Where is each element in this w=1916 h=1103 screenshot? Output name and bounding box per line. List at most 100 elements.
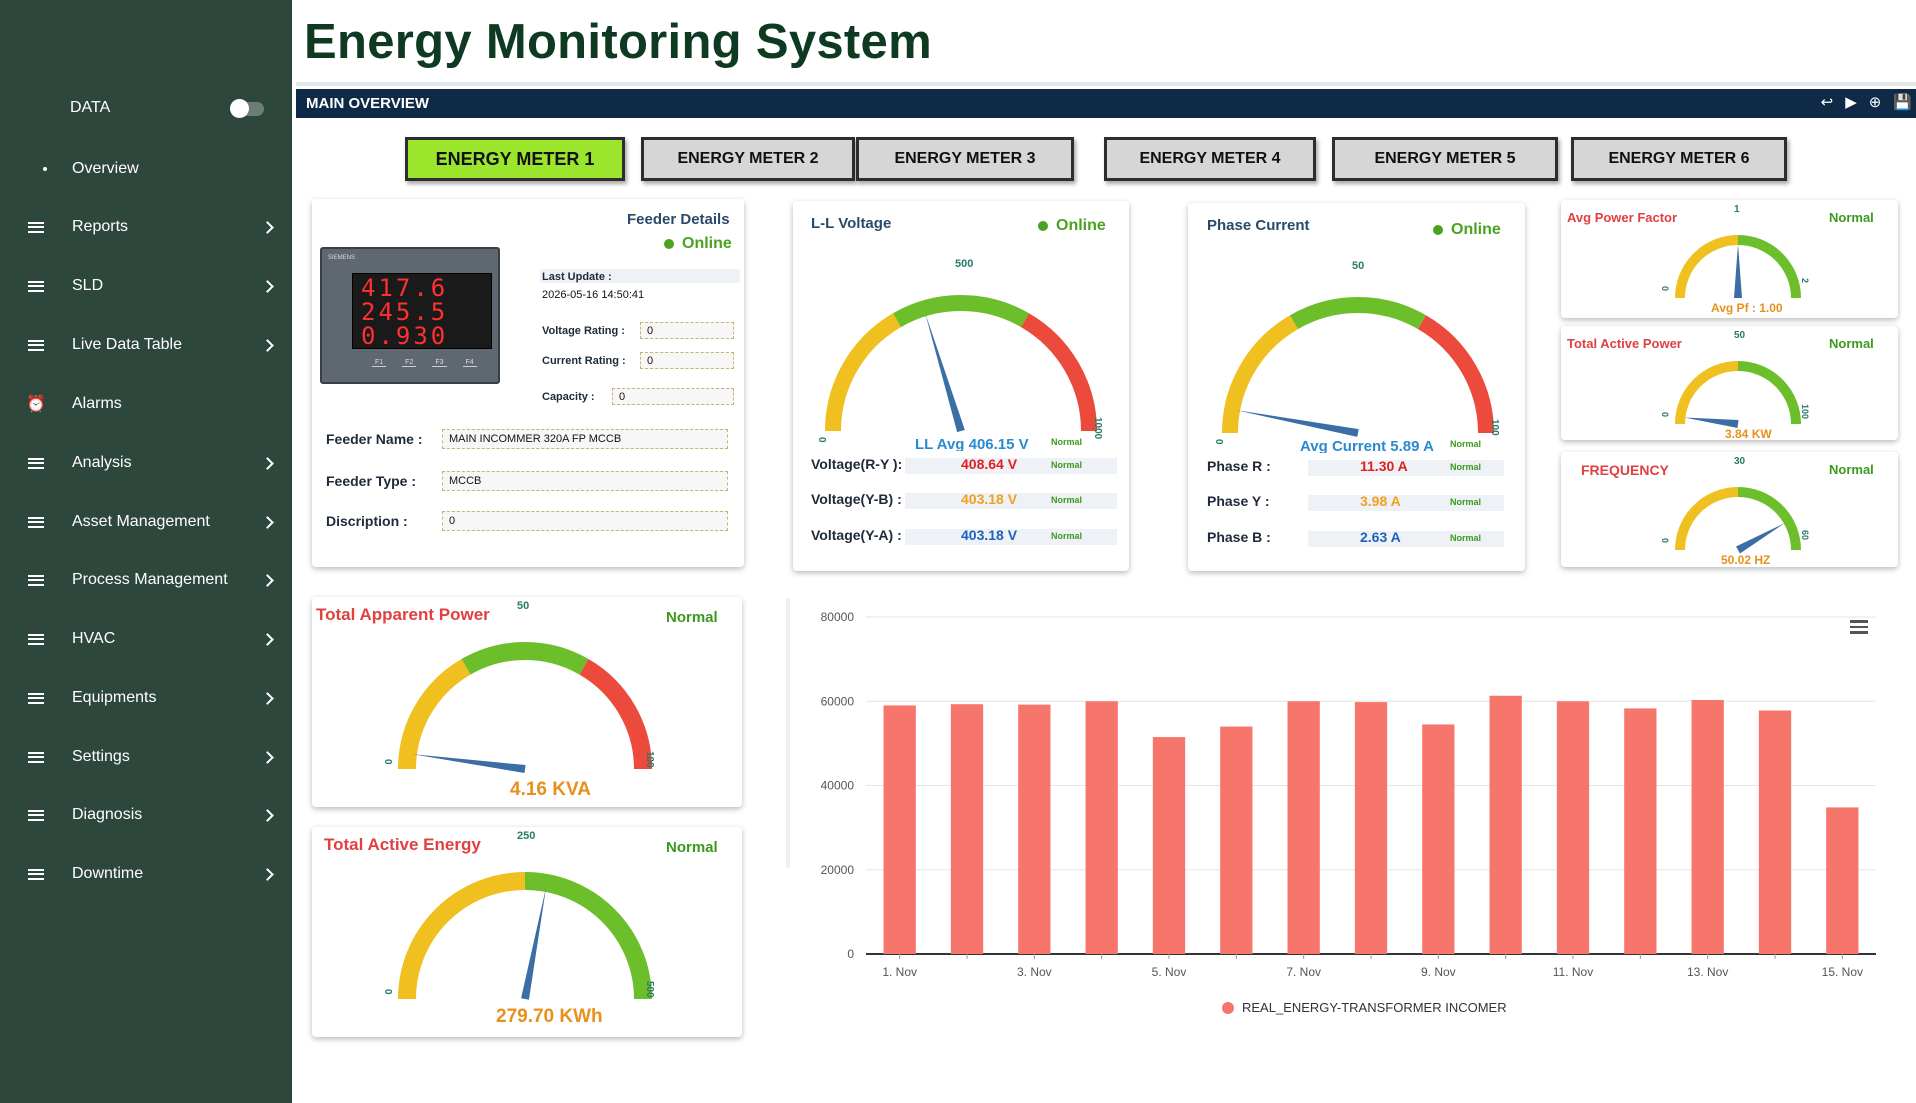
legend-marker-icon[interactable] bbox=[1222, 1002, 1234, 1014]
device-brand: SIEMENS bbox=[328, 255, 356, 261]
sidebar-item-sld[interactable]: SLD bbox=[0, 266, 292, 306]
sidebar-item-label: Reports bbox=[72, 218, 129, 235]
bar[interactable] bbox=[1085, 701, 1118, 954]
apparent-power-title: Total Apparent Power bbox=[316, 605, 490, 624]
bar[interactable] bbox=[1826, 807, 1859, 954]
x-tick-label: 1. Nov bbox=[882, 965, 917, 979]
gauge-max-label: 100 bbox=[1800, 404, 1810, 419]
bar[interactable] bbox=[1422, 724, 1455, 954]
sidebar-item-label: Overview bbox=[72, 160, 139, 177]
dot-icon bbox=[0, 167, 72, 171]
frequency-title: FREQUENCY bbox=[1581, 462, 1669, 478]
chevron-right-icon bbox=[242, 279, 292, 293]
gauge-average-status: Normal bbox=[1450, 439, 1481, 449]
play-icon[interactable]: ▶ bbox=[1845, 94, 1857, 111]
bar[interactable] bbox=[1354, 702, 1388, 954]
description-label: Discription : bbox=[326, 513, 408, 529]
reading-row-bg bbox=[905, 493, 1117, 509]
tab-energy-meter-2[interactable]: ENERGY METER 2 bbox=[641, 137, 855, 181]
feeder-name-label: Feeder Name : bbox=[326, 431, 423, 447]
chevron-right-icon bbox=[242, 691, 292, 705]
tab-energy-meter-5[interactable]: ENERGY METER 5 bbox=[1332, 137, 1558, 181]
reading-value: 11.30 A bbox=[1360, 458, 1408, 474]
ll-voltage-status-text: Online bbox=[1056, 217, 1106, 234]
bar[interactable] bbox=[950, 704, 984, 954]
gauge-band-2 bbox=[1020, 313, 1097, 432]
frequency-card: FREQUENCY Normal 30 0 60 50.02 HZ bbox=[1561, 452, 1898, 567]
capacity-label: Capacity : bbox=[542, 391, 595, 403]
bar[interactable] bbox=[1758, 710, 1792, 954]
gauge-min-label: 0 bbox=[1660, 538, 1670, 543]
bar[interactable] bbox=[1691, 699, 1724, 954]
chevron-right-icon bbox=[242, 808, 292, 822]
gauge-min-label: 0 bbox=[1213, 439, 1224, 445]
sidebar-item-downtime[interactable]: Downtime bbox=[0, 854, 292, 894]
power-factor-gauge: 1 0 2 Avg Pf : 1.00 bbox=[1660, 204, 1810, 315]
bar[interactable] bbox=[1556, 701, 1590, 954]
gauge-band-1 bbox=[893, 295, 1029, 328]
tab-energy-meter-4[interactable]: ENERGY METER 4 bbox=[1104, 137, 1316, 181]
bar[interactable] bbox=[1018, 704, 1051, 954]
sidebar-item-label: Live Data Table bbox=[72, 336, 182, 353]
bar[interactable] bbox=[1287, 701, 1320, 954]
y-tick-label: 60000 bbox=[821, 694, 855, 708]
active-energy-card: Total Active Energy Normal 250 0 500 279.70 K… bbox=[312, 827, 742, 1037]
sidebar-item-diagnosis[interactable]: Diagnosis bbox=[0, 795, 292, 835]
ll-voltage-title: L-L Voltage bbox=[811, 215, 892, 232]
gauge-reading: 3.84 KW bbox=[1725, 427, 1772, 441]
app-title: Energy Monitoring System bbox=[304, 15, 932, 69]
bar[interactable] bbox=[883, 705, 916, 954]
reading-row-bg bbox=[1308, 531, 1504, 547]
gauge-mid-label: 50 bbox=[1352, 260, 1364, 272]
gauge-min-label: 0 bbox=[382, 759, 393, 765]
menu-icon bbox=[0, 751, 72, 763]
bar[interactable] bbox=[1624, 708, 1657, 954]
save-icon[interactable]: 💾 bbox=[1893, 94, 1912, 111]
undo-icon[interactable]: ↩ bbox=[1820, 94, 1834, 111]
reading-row-bg bbox=[1308, 460, 1504, 476]
gauge-band-1 bbox=[461, 642, 589, 675]
sidebar-item-hvac[interactable]: HVAC bbox=[0, 619, 292, 659]
reading-value: 3.98 A bbox=[1360, 493, 1401, 509]
chevron-right-icon bbox=[242, 456, 292, 470]
menu-icon bbox=[0, 221, 72, 233]
add-circle-icon[interactable]: ⊕ bbox=[1868, 94, 1882, 111]
bar[interactable] bbox=[1152, 737, 1186, 954]
sidebar-item-process-management[interactable]: Process Management bbox=[0, 560, 292, 600]
sidebar-item-analysis[interactable]: Analysis bbox=[0, 443, 292, 483]
bar[interactable] bbox=[1489, 695, 1522, 954]
chart-menu-hamburger-icon[interactable] bbox=[1850, 620, 1868, 634]
device-line-3: 0.930 bbox=[361, 322, 449, 350]
y-tick-label: 80000 bbox=[821, 610, 855, 624]
data-toggle-switch[interactable] bbox=[230, 99, 264, 118]
sidebar-item-reports[interactable]: Reports bbox=[0, 207, 292, 247]
bar[interactable] bbox=[1220, 726, 1253, 954]
phase-current-status-text: Online bbox=[1451, 221, 1501, 238]
sidebar-item-alarms[interactable]: ⏰ Alarms bbox=[0, 384, 292, 424]
reading-row-bg bbox=[1308, 495, 1504, 511]
x-tick-label: 9. Nov bbox=[1421, 965, 1456, 979]
menu-icon bbox=[0, 633, 72, 645]
menu-icon bbox=[0, 339, 72, 351]
sidebar-item-asset-management[interactable]: Asset Management bbox=[0, 502, 292, 542]
reading-status: Normal bbox=[1450, 462, 1482, 472]
sidebar-item-equipments[interactable]: Equipments bbox=[0, 678, 292, 718]
gauge-band-2 bbox=[1417, 315, 1494, 434]
apparent-power-gauge: 50 0 100 4.16 KVA bbox=[382, 600, 655, 800]
x-tick-label: 13. Nov bbox=[1687, 965, 1728, 979]
sidebar-item-label: Process Management bbox=[72, 571, 228, 588]
tab-energy-meter-6[interactable]: ENERGY METER 6 bbox=[1571, 137, 1787, 181]
legend-label[interactable]: REAL_ENERGY-TRANSFORMER INCOMER bbox=[1242, 1000, 1507, 1015]
sidebar-item-overview[interactable]: Overview bbox=[0, 149, 292, 189]
phase-current-status: Online bbox=[1433, 221, 1501, 239]
active-energy-status: Normal bbox=[666, 839, 718, 856]
tab-energy-meter-3[interactable]: ENERGY METER 3 bbox=[856, 137, 1074, 181]
sidebar-item-settings[interactable]: Settings bbox=[0, 737, 292, 777]
last-update-value: 2026-05-16 14:50:41 bbox=[542, 289, 645, 301]
reading-label: Phase Y : bbox=[1207, 493, 1270, 509]
sidebar-item-live-data-table[interactable]: Live Data Table bbox=[0, 325, 292, 365]
gauge-mid-label: 30 bbox=[1734, 456, 1746, 467]
chevron-right-icon bbox=[242, 750, 292, 764]
tab-energy-meter-1[interactable]: ENERGY METER 1 bbox=[405, 137, 625, 181]
gauge-band-0 bbox=[1675, 235, 1739, 299]
